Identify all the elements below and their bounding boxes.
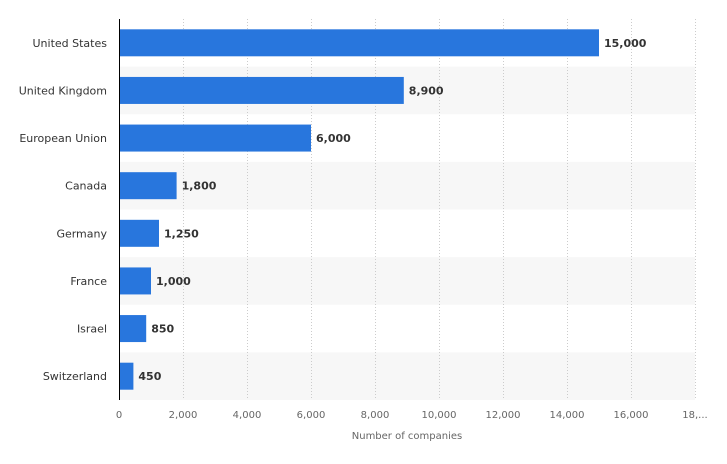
data-label: 850: [151, 323, 174, 336]
x-axis-title: Number of companies: [352, 431, 462, 442]
bar-israel: [119, 315, 147, 343]
x-tick-label: 16,000: [614, 410, 649, 421]
bar-canada: [119, 172, 177, 200]
data-label: 6,000: [316, 132, 351, 145]
data-label: 8,900: [409, 84, 444, 97]
category-label: Germany: [56, 227, 107, 240]
data-labels: 15,000 8,900 6,000 1,800 1,250 1,000 850 450: [138, 37, 646, 383]
bar-germany: [119, 219, 159, 247]
x-tick-label: 6,000: [297, 410, 326, 421]
category-label: European Union: [19, 132, 107, 145]
row-band: [119, 257, 695, 305]
bar-united-states: [119, 29, 599, 57]
category-label: Israel: [77, 323, 107, 336]
data-label: 15,000: [604, 37, 647, 50]
bar-france: [119, 267, 151, 295]
x-tick-label: 12,000: [486, 410, 521, 421]
x-tick-label: 4,000: [233, 410, 262, 421]
data-label: 1,800: [182, 180, 217, 193]
row-bands: [119, 66, 695, 400]
x-tick-label: 0: [116, 410, 122, 421]
bars: [119, 29, 599, 390]
x-tick-label: 18,...: [682, 410, 707, 421]
category-label: France: [70, 275, 107, 288]
x-tick-label: 2,000: [169, 410, 198, 421]
x-tick-label: 8,000: [361, 410, 390, 421]
bar-united-kingdom: [119, 76, 404, 104]
category-label: United States: [33, 37, 108, 50]
data-label: 1,000: [156, 275, 191, 288]
bar-switzerland: [119, 362, 134, 390]
x-tick-label: 14,000: [550, 410, 585, 421]
category-label: Canada: [65, 180, 107, 193]
category-labels: United States United Kingdom European Unio…: [19, 37, 108, 383]
bar-european-union: [119, 124, 311, 152]
category-label: United Kingdom: [19, 84, 107, 97]
data-label: 450: [138, 370, 161, 383]
category-label: Switzerland: [43, 370, 107, 383]
x-tick-labels: 0 2,000 4,000 6,000 8,000 10,000 12,000 14,000 1…: [116, 410, 708, 421]
data-label: 1,250: [164, 227, 199, 240]
row-band: [119, 161, 695, 210]
x-tick-label: 10,000: [422, 410, 457, 421]
row-band: [119, 352, 695, 400]
